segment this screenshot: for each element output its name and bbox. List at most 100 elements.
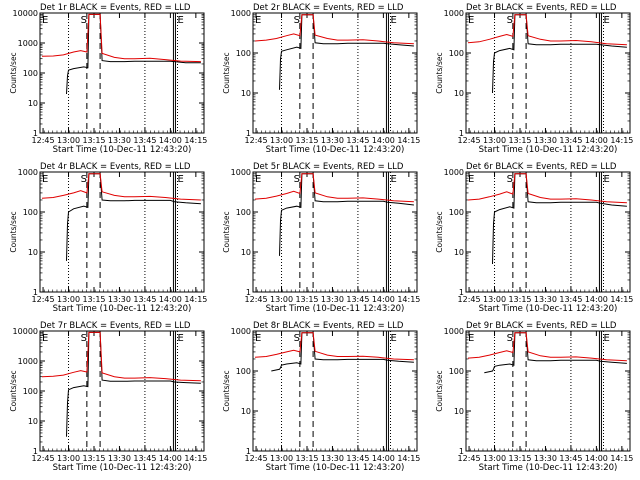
plot-frame xyxy=(465,171,631,293)
x-tick-label: 14:15 xyxy=(610,454,633,463)
y-axis-label: Counts/sec xyxy=(9,370,18,411)
series-line-events xyxy=(279,14,414,90)
panel-4: Det 4r BLACK = Events, RED = LLD 1 10 100 10… xyxy=(9,162,207,314)
series-line-lld xyxy=(41,13,201,63)
y-tick-label: 1000 xyxy=(231,168,251,177)
y-tick-label: 10 xyxy=(241,89,251,98)
series-line-lld xyxy=(41,331,201,382)
x-tick-label: 13:45 xyxy=(559,136,582,145)
x-tick-label: 14:15 xyxy=(397,295,420,304)
x-tick-label: 13:00 xyxy=(270,295,293,304)
x-tick-label: 14:15 xyxy=(397,136,420,145)
marker-e: E xyxy=(468,174,474,185)
y-tick-label: 10 xyxy=(241,407,251,416)
x-tick-label: 12:45 xyxy=(458,136,481,145)
x-tick-label: 13:15 xyxy=(295,295,318,304)
y-tick-label: 100 xyxy=(236,367,251,376)
panel-title: Det 6r BLACK = Events, RED = LLD xyxy=(466,162,617,172)
x-tick-label: 14:15 xyxy=(397,454,420,463)
x-tick-label: 13:30 xyxy=(321,454,344,463)
x-tick-label: 14:00 xyxy=(159,454,182,463)
marker-s: S xyxy=(294,15,300,26)
marker-ee: E xyxy=(603,174,609,185)
y-tick-label: 1 xyxy=(459,129,464,138)
x-tick-label: 12:45 xyxy=(245,295,268,304)
marker-s: S xyxy=(294,174,300,185)
y-tick-label: 100 xyxy=(449,208,464,217)
y-axis-label: Counts/sec xyxy=(435,211,444,252)
marker-s: S xyxy=(507,174,513,185)
x-tick-label: 12:45 xyxy=(245,454,268,463)
y-axis-label: Counts/sec xyxy=(9,52,18,93)
marker-s: S xyxy=(507,333,513,344)
marker-ee: E xyxy=(390,15,396,26)
plot-frame xyxy=(465,330,631,452)
y-tick-label: 1000 xyxy=(18,39,38,48)
y-axis-label: Counts/sec xyxy=(435,52,444,93)
series-line-events xyxy=(279,173,414,256)
x-tick-label: 14:00 xyxy=(159,136,182,145)
x-tick-label: 14:00 xyxy=(159,295,182,304)
y-tick-label: 1000 xyxy=(444,9,464,18)
y-tick-label: 1 xyxy=(246,288,251,297)
panel-2: Det 2r BLACK = Events, RED = LLD 1 10 100 10… xyxy=(222,3,420,155)
marker-s: S xyxy=(81,333,87,344)
y-tick-label: 100 xyxy=(449,367,464,376)
y-tick-label: 10000 xyxy=(13,9,38,18)
series-line-events xyxy=(66,173,201,261)
marker-e: E xyxy=(42,333,48,344)
x-tick-label: 13:00 xyxy=(483,136,506,145)
x-tick-label: 14:15 xyxy=(610,295,633,304)
series-line-events xyxy=(271,332,414,372)
x-tick-label: 13:15 xyxy=(82,295,105,304)
x-tick-label: 13:15 xyxy=(508,136,531,145)
y-tick-label: 10 xyxy=(28,248,38,257)
panel-title: Det 5r BLACK = Events, RED = LLD xyxy=(253,162,404,172)
x-tick-label: 13:45 xyxy=(346,136,369,145)
y-tick-label: 1 xyxy=(459,447,464,456)
y-tick-label: 10 xyxy=(28,417,38,426)
x-tick-label: 13:00 xyxy=(57,295,80,304)
marker-ee: E xyxy=(603,333,609,344)
y-tick-label: 10 xyxy=(454,407,464,416)
panel-title: Det 1r BLACK = Events, RED = LLD xyxy=(40,3,191,13)
y-tick-label: 100 xyxy=(449,49,464,58)
marker-ee: E xyxy=(390,333,396,344)
marker-s: S xyxy=(81,174,87,185)
y-tick-label: 100 xyxy=(23,387,38,396)
x-tick-label: 12:45 xyxy=(458,454,481,463)
x-tick-label: 14:15 xyxy=(184,454,207,463)
series-line-lld xyxy=(41,173,201,201)
x-tick-label: 13:15 xyxy=(508,295,531,304)
series-line-lld xyxy=(254,14,414,45)
x-axis-label: Start Time (10-Dec-11 12:43:20) xyxy=(53,145,192,155)
plot-frame xyxy=(39,12,205,134)
series-line-lld xyxy=(467,332,627,362)
marker-ee: E xyxy=(603,15,609,26)
y-tick-label: 1000 xyxy=(18,357,38,366)
series-line-events xyxy=(492,14,627,94)
panel-5: Det 5r BLACK = Events, RED = LLD 1 10 100 10… xyxy=(222,162,420,314)
x-axis-label: Start Time (10-Dec-11 12:43:20) xyxy=(53,463,192,473)
x-tick-label: 13:45 xyxy=(346,295,369,304)
marker-e: E xyxy=(42,174,48,185)
x-tick-label: 13:45 xyxy=(133,454,156,463)
x-tick-label: 13:15 xyxy=(82,136,105,145)
x-tick-label: 13:30 xyxy=(321,295,344,304)
y-axis-label: Counts/sec xyxy=(222,211,231,252)
y-tick-label: 1 xyxy=(33,447,38,456)
y-axis-label: Counts/sec xyxy=(435,370,444,411)
x-tick-label: 14:15 xyxy=(610,136,633,145)
panel-title: Det 3r BLACK = Events, RED = LLD xyxy=(466,3,617,13)
x-axis-label: Start Time (10-Dec-11 12:43:20) xyxy=(266,463,405,473)
marker-e: E xyxy=(255,15,261,26)
x-tick-label: 14:00 xyxy=(372,454,395,463)
y-tick-label: 1 xyxy=(459,288,464,297)
y-tick-label: 10 xyxy=(28,99,38,108)
x-tick-label: 13:00 xyxy=(270,136,293,145)
x-axis-label: Start Time (10-Dec-11 12:43:20) xyxy=(266,145,405,155)
x-tick-label: 13:00 xyxy=(483,454,506,463)
y-tick-label: 100 xyxy=(23,208,38,217)
y-tick-label: 100 xyxy=(23,69,38,78)
